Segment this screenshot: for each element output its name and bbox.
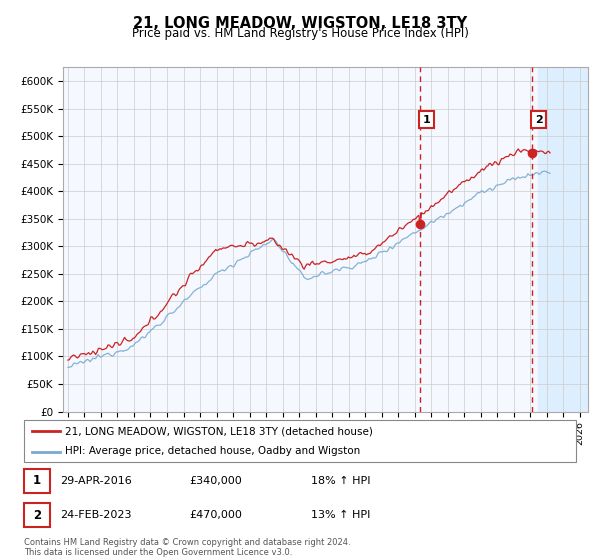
Text: 24-FEB-2023: 24-FEB-2023 (60, 510, 131, 520)
Text: Contains HM Land Registry data © Crown copyright and database right 2024.
This d: Contains HM Land Registry data © Crown c… (24, 538, 350, 557)
Text: 21, LONG MEADOW, WIGSTON, LE18 3TY (detached house): 21, LONG MEADOW, WIGSTON, LE18 3TY (deta… (65, 426, 373, 436)
Text: 2: 2 (33, 508, 41, 521)
Text: Price paid vs. HM Land Registry's House Price Index (HPI): Price paid vs. HM Land Registry's House … (131, 27, 469, 40)
Text: 1: 1 (422, 115, 430, 124)
Text: 2: 2 (535, 115, 542, 124)
Text: 13% ↑ HPI: 13% ↑ HPI (311, 510, 370, 520)
Text: HPI: Average price, detached house, Oadby and Wigston: HPI: Average price, detached house, Oadb… (65, 446, 361, 456)
Text: 29-APR-2016: 29-APR-2016 (60, 476, 131, 486)
Text: 1: 1 (33, 474, 41, 487)
Bar (24, 503, 50, 528)
Bar (568, 67, 588, 412)
Text: 21, LONG MEADOW, WIGSTON, LE18 3TY: 21, LONG MEADOW, WIGSTON, LE18 3TY (133, 16, 467, 31)
Text: £340,000: £340,000 (190, 476, 242, 486)
Bar (538, 67, 588, 412)
Text: 18% ↑ HPI: 18% ↑ HPI (311, 476, 371, 486)
Bar (24, 469, 50, 493)
Text: £470,000: £470,000 (190, 510, 242, 520)
